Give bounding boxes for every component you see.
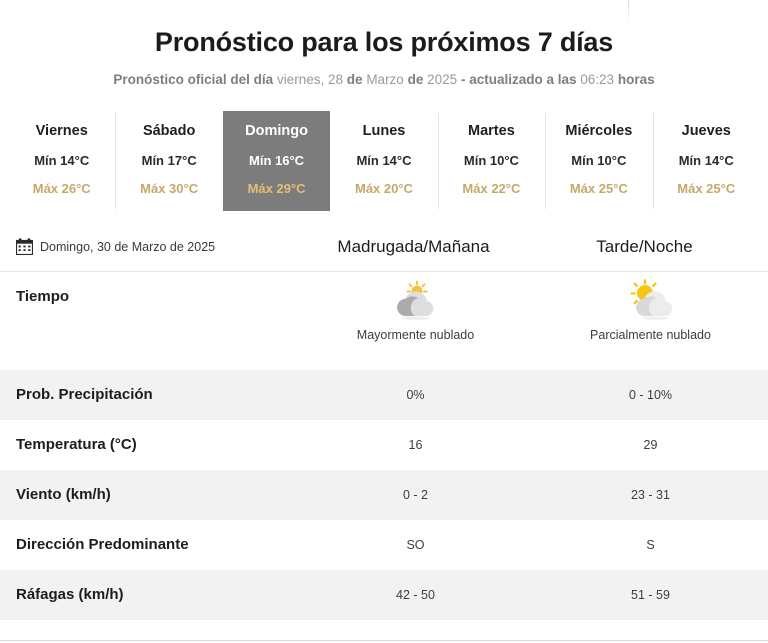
day-tabs: Viernes Mín 14°C Máx 26°C Sábado Mín 17°… [0, 110, 768, 211]
day-tab-name: Viernes [35, 122, 88, 139]
table-row-tiempo: Tiempo Mayormente nublado [0, 271, 768, 370]
row-label-tiempo: Tiempo [16, 287, 70, 305]
selected-date: Domingo, 30 de Marzo de 2025 [8, 238, 298, 256]
precipitacion-evening: 0 - 10% [628, 387, 673, 402]
day-tab-min: Mín 10°C [571, 152, 627, 168]
table-row-rafagas: Ráfagas (km/h) 42 - 50 51 - 59 [0, 569, 768, 620]
day-tab-name: Martes [468, 122, 515, 139]
table-row-direccion: Dirección Predominante SO S [0, 519, 768, 570]
detail-column-headers: Domingo, 30 de Marzo de 2025 Madrugada/M… [0, 227, 768, 267]
viento-morning: 0 - 2 [402, 487, 428, 502]
selected-date-label: Domingo, 30 de Marzo de 2025 [40, 239, 216, 254]
forecast-subtitle: Pronóstico oficial del día viernes, 28 d… [0, 72, 768, 88]
day-tab-miercoles[interactable]: Miércoles Mín 10°C Máx 25°C [545, 111, 652, 211]
weather-caption-evening: Parcialmente nublado [590, 327, 711, 342]
day-tab-name: Sábado [142, 122, 196, 139]
day-tab-min: Mín 16°C [249, 152, 305, 168]
day-tab-jueves[interactable]: Jueves Mín 14°C Máx 25°C [652, 111, 760, 211]
temperatura-morning: 16 [408, 437, 423, 452]
precipitacion-morning: 0% [406, 387, 425, 402]
table-row-temperatura: Temperatura (°C) 16 29 [0, 419, 768, 470]
table-bottom-rule [0, 639, 768, 641]
subtitle-part-2: viernes, [276, 72, 325, 88]
subtitle-time: 06:23 [580, 72, 615, 88]
row-label-direccion: Dirección Predominante [16, 536, 189, 554]
day-tab-sabado[interactable]: Sábado Mín 17°C Máx 30°C [115, 111, 222, 211]
row-label-temperatura: Temperatura (°C) [16, 436, 137, 454]
subtitle-part-7: 2025 [427, 72, 458, 88]
viento-evening: 23 - 31 [631, 487, 670, 502]
day-tab-min: Mín 14°C [34, 152, 90, 168]
subtitle-part-11: horas [617, 72, 655, 88]
subtitle-separator: - [460, 72, 466, 88]
subtitle-part-4: de [346, 72, 363, 88]
top-edge-artifact [628, 0, 629, 22]
day-tab-name: Domingo [245, 122, 308, 139]
day-tab-max: Máx 20°C [355, 180, 413, 196]
day-tab-max: Máx 22°C [462, 180, 521, 196]
weather-caption-morning: Mayormente nublado [356, 327, 475, 342]
direccion-evening: S [646, 537, 655, 552]
table-row-viento: Viento (km/h) 0 - 2 23 - 31 [0, 469, 768, 520]
subtitle-part-5: Marzo [366, 72, 404, 88]
rafagas-morning: 42 - 50 [396, 587, 435, 602]
day-tab-name: Lunes [362, 122, 406, 139]
day-tab-max: Máx 29°C [247, 180, 306, 196]
column-header-evening: Tarde/Noche [596, 236, 693, 256]
day-tab-max: Máx 25°C [569, 180, 628, 196]
day-tab-name: Miércoles [565, 122, 633, 139]
day-tab-martes[interactable]: Martes Mín 10°C Máx 22°C [437, 111, 545, 211]
day-tab-name: Jueves [681, 122, 731, 139]
day-tab-min: Mín 10°C [463, 152, 519, 168]
day-tab-lunes[interactable]: Lunes Mín 14°C Máx 20°C [330, 111, 437, 211]
rafagas-evening: 51 - 59 [631, 587, 670, 602]
forecast-header: Pronóstico para los próximos 7 días Pron… [0, 0, 768, 89]
forecast-detail-table: Tiempo Mayormente nublado [0, 270, 768, 620]
page-title: Pronóstico para los próximos 7 días [154, 27, 614, 57]
table-row-precipitacion: Prob. Precipitación 0% 0 - 10% [0, 369, 768, 420]
partly-cloudy-sun-icon [629, 278, 672, 320]
row-label-viento: Viento (km/h) [16, 486, 111, 504]
subtitle-part-3: 28 [327, 72, 344, 88]
subtitle-part-1: Pronóstico oficial del día [113, 72, 274, 88]
calendar-icon [16, 238, 33, 256]
day-tab-max: Máx 25°C [677, 180, 736, 196]
weather-cell-morning: Mayormente nublado [298, 272, 533, 342]
day-tab-domingo[interactable]: Domingo Mín 16°C Máx 29°C [222, 110, 331, 211]
subtitle-part-6: de [407, 72, 424, 88]
day-tab-viernes[interactable]: Viernes Mín 14°C Máx 26°C [8, 111, 115, 211]
temperatura-evening: 29 [643, 437, 658, 452]
day-tab-min: Mín 14°C [356, 152, 412, 168]
column-header-morning: Madrugada/Mañana [337, 236, 490, 256]
subtitle-part-9: actualizado a las [469, 72, 577, 88]
day-tab-min: Mín 14°C [678, 152, 734, 168]
row-label-rafagas: Ráfagas (km/h) [16, 586, 124, 604]
day-tab-max: Máx 30°C [140, 180, 199, 196]
weather-cell-evening: Parcialmente nublado [533, 272, 768, 342]
row-label-precipitacion: Prob. Precipitación [16, 386, 153, 404]
mostly-cloudy-icon [396, 280, 433, 320]
day-tab-min: Mín 17°C [141, 152, 197, 168]
day-tab-max: Máx 26°C [32, 180, 91, 196]
direccion-morning: SO [406, 537, 425, 552]
table-bottom-gap [0, 619, 768, 640]
